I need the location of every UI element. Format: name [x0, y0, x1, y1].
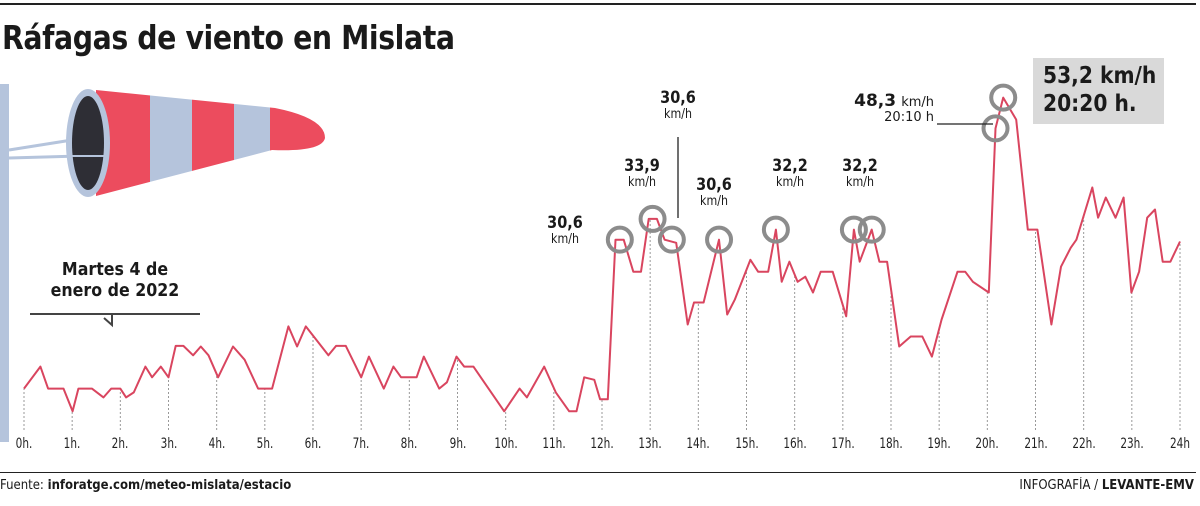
annotation-30-6-b: 30,6 km/h	[660, 88, 696, 122]
credit: INFOGRAFÍA / LEVANTE-EMV	[1019, 478, 1194, 493]
credit-label: INFOGRAFÍA /	[1019, 478, 1099, 493]
date-label-line1: Martes 4 de	[61, 259, 169, 280]
date-label-pointer	[30, 313, 200, 328]
x-tick-label: 0h.	[15, 436, 33, 452]
max-gust-box: 53,2 km/h 20:20 h.	[1033, 58, 1164, 124]
x-tick-label: 11h.	[542, 436, 566, 452]
x-tick-label: 1h.	[63, 436, 81, 452]
x-tick-label: 23h.	[1120, 436, 1144, 452]
annotation-30-6-a: 30,6 km/h	[547, 213, 583, 247]
date-label-line2: enero de 2022	[50, 279, 180, 301]
x-tick-label: 4h.	[208, 436, 225, 452]
x-tick-label: 24h	[1169, 436, 1191, 452]
peak-marker-circle	[761, 215, 790, 244]
x-tick-label: 12h.	[590, 436, 614, 452]
wind-gust-line	[23, 96, 1181, 413]
windsock-body	[96, 90, 325, 196]
peak-marker-circle	[839, 215, 868, 244]
x-tick-label: 6h.	[304, 436, 322, 452]
x-tick-label: 21h.	[1023, 436, 1048, 452]
x-tick-label: 22h.	[1071, 436, 1096, 452]
chart-title: Ráfagas de viento en Mislata	[2, 18, 455, 57]
x-tick-label: 10h.	[493, 436, 518, 452]
peak-marker-circle	[638, 204, 667, 233]
x-tick-label: 5h.	[256, 436, 274, 452]
annotation-32-2-a: 32,2 km/h	[772, 156, 808, 190]
x-tick-label: 8h.	[400, 436, 418, 452]
source-url: inforatge.com/meteo-mislata/estacio	[47, 478, 292, 493]
footer-rule	[0, 472, 1196, 473]
windsock-pole	[0, 84, 9, 442]
x-tick-label: 19h.	[927, 436, 951, 452]
x-tick-label: 15h.	[734, 436, 759, 452]
x-tick-label: 17h.	[831, 436, 855, 452]
date-label: Martes 4 de enero de 2022	[40, 259, 190, 301]
x-tick-label: 2h.	[111, 436, 129, 452]
max-gust-time: 20:20 h.	[1043, 91, 1137, 118]
peak-marker-circle	[705, 225, 734, 254]
windsock-opening	[72, 96, 104, 190]
x-tick-label: 18h.	[879, 436, 903, 452]
annotation-33-9: 33,9 km/h	[624, 156, 660, 190]
x-tick-label: 3h.	[160, 436, 177, 452]
x-tick-label: 9h.	[449, 436, 466, 452]
credit-brand: LEVANTE-EMV	[1101, 478, 1194, 493]
peak-marker-circle	[657, 225, 686, 254]
peak-marker-circle	[989, 83, 1018, 112]
peak-marker-circle	[981, 114, 1010, 143]
x-tick-label: 7h.	[352, 436, 370, 452]
annotation-48-3: 48,3 km/h 20:10 h	[854, 91, 934, 125]
peak-marker-circle	[857, 215, 886, 244]
annotation-32-2-b: 32,2 km/h	[842, 156, 878, 190]
annotation-30-6-c: 30,6 km/h	[696, 175, 732, 209]
x-tick-label: 13h.	[638, 436, 662, 452]
x-tick-label: 20h.	[975, 436, 1000, 452]
x-tick-label: 14h.	[686, 436, 711, 452]
x-tick-label: 16h.	[782, 436, 807, 452]
top-rule	[0, 3, 1196, 5]
source-label: Fuente:	[0, 478, 44, 493]
peak-marker-circle	[605, 225, 634, 254]
source-note: Fuente: inforatge.com/meteo-mislata/esta…	[0, 478, 291, 493]
max-gust-value: 53,2 km/h	[1043, 63, 1157, 89]
windsock-strut	[8, 138, 73, 152]
